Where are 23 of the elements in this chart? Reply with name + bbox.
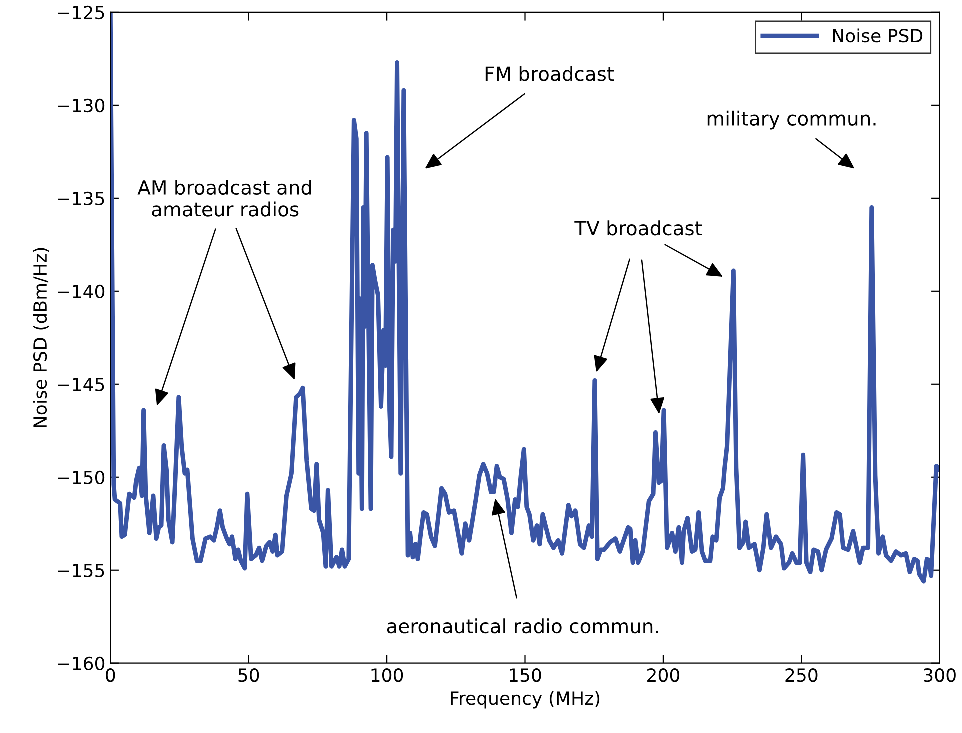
x-tick-label: 250 [786,668,818,682]
y-tick-label: −145 [58,378,104,392]
annotation: AM broadcast and amateur radios [138,180,312,217]
y-axis-title: Noise PSD (dBm/Hz) [33,248,50,428]
x-axis-title: Frequency (MHz) [451,691,600,709]
legend-label: Noise PSD [833,28,923,43]
y-tick-label: −150 [58,470,105,485]
x-tick-label: 50 [238,668,260,682]
annotation: TV broadcast [574,220,702,236]
y-tick-label: −135 [58,192,104,206]
y-tick-label: −140 [58,284,105,299]
y-tick-label: −130 [58,98,105,113]
annotation: aeronautical radio commun. [387,618,658,634]
x-tick-label: 100 [372,668,404,682]
annotation: military commun. [708,110,876,130]
x-tick-label: 300 [924,668,956,682]
x-tick-label: 200 [648,668,680,682]
x-tick-label: 150 [510,668,542,682]
y-tick-label: −125 [58,6,104,20]
y-tick-label: −160 [58,656,105,670]
annotation: FM broadcast [486,66,614,82]
y-tick-label: −155 [58,564,104,578]
x-tick-label: 0 [106,668,116,682]
